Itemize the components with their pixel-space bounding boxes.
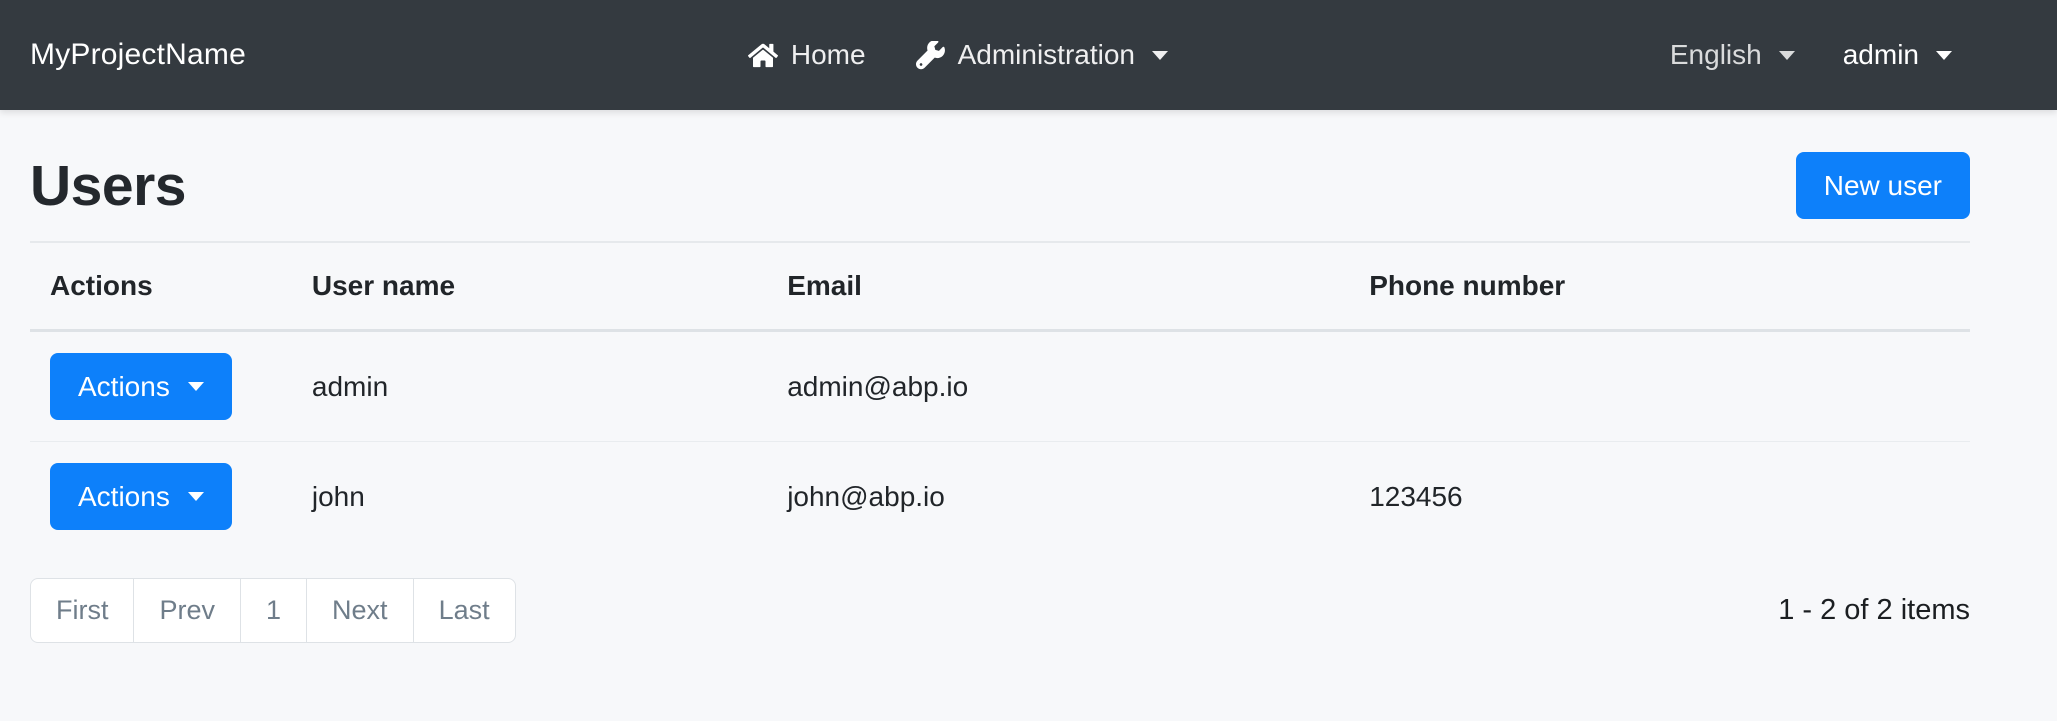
home-icon [747,42,778,69]
cell-user-name: john [311,480,365,512]
table-row: Actions admin admin@abp.io [30,330,1970,442]
chevron-down-icon [187,492,204,501]
pagination-prev-button[interactable]: Prev [133,578,242,643]
page-content: Users New user Actions User name Email P… [0,110,1970,643]
new-user-button[interactable]: New user [1795,152,1970,219]
cell-phone: 123456 [1369,480,1463,512]
pagination-last-button[interactable]: Last [412,578,516,643]
users-table: Actions User name Email Phone number Act… [30,243,1970,551]
user-menu-label: admin [1842,39,1919,70]
navbar-right-menu: English admin [1670,39,1952,71]
main-menu: Home Administration [747,39,1168,71]
pagination-bar: First Prev 1 Next Last 1 - 2 of 2 items [30,578,1970,643]
pagination-info: 1 - 2 of 2 items [1778,594,1970,626]
nav-item-home-label: Home [790,39,866,70]
column-header-email: Email [767,243,1350,332]
chevron-down-icon [1778,50,1795,60]
chevron-down-icon [1935,50,1952,60]
chevron-down-icon [187,382,204,391]
nav-item-home[interactable]: Home [747,39,866,71]
top-navbar: MyProjectName Home Administration Englis… [0,0,2057,110]
cell-email: admin@abp.io [767,330,1350,442]
row-actions-label: Actions [78,480,170,512]
users-table-header: Actions User name Email Phone number [30,243,1970,332]
wrench-icon [915,40,945,70]
language-dropdown-label: English [1669,39,1762,70]
table-row: Actions john john@abp.io 123456 [30,442,1970,552]
user-menu-dropdown[interactable]: admin [1843,39,1952,71]
pagination-next-button[interactable]: Next [306,578,414,643]
pagination-page-1[interactable]: 1 [240,578,308,643]
nav-item-administration[interactable]: Administration [915,39,1168,71]
cell-email: john@abp.io [787,480,945,512]
row-actions-label: Actions [78,370,170,402]
nav-item-administration-label: Administration [957,39,1135,70]
column-header-user-name: User name [291,243,768,332]
pagination-first-button[interactable]: First [30,578,135,643]
cell-user-name: admin [291,330,768,442]
column-header-phone-number: Phone number [1349,243,1970,332]
row-actions-dropdown-button[interactable]: Actions [50,353,232,420]
language-dropdown[interactable]: English [1670,39,1795,71]
brand-logo[interactable]: MyProjectName [30,38,246,71]
pagination: First Prev 1 Next Last [30,578,516,643]
page-header: Users New user [30,110,1970,243]
chevron-down-icon [1151,50,1168,60]
page-title: Users [30,153,186,218]
row-actions-dropdown-button[interactable]: Actions [50,463,232,530]
cell-phone [1349,330,1970,442]
column-header-actions: Actions [30,243,292,332]
